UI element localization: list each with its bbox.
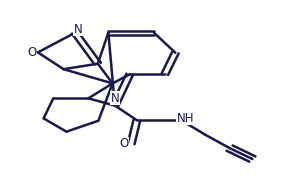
Text: N: N (73, 23, 82, 36)
Text: O: O (27, 46, 36, 59)
Text: O: O (120, 137, 129, 150)
Text: NH: NH (177, 112, 194, 125)
Text: N: N (111, 92, 119, 105)
